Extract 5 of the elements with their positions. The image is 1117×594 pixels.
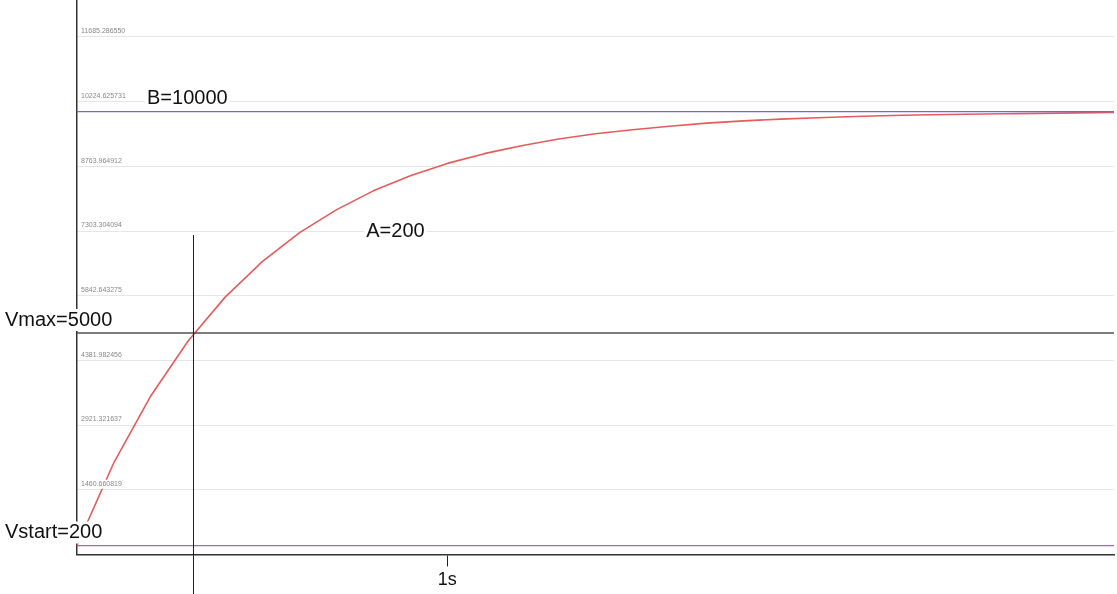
ref-line-label: Vstart=200 [5, 520, 103, 543]
series-label: A=200 [366, 219, 425, 242]
x-tick-label: 1s [437, 569, 457, 590]
ref-line-label: B=10000 [147, 86, 228, 109]
ref-line-label: Vmax=5000 [5, 307, 113, 330]
